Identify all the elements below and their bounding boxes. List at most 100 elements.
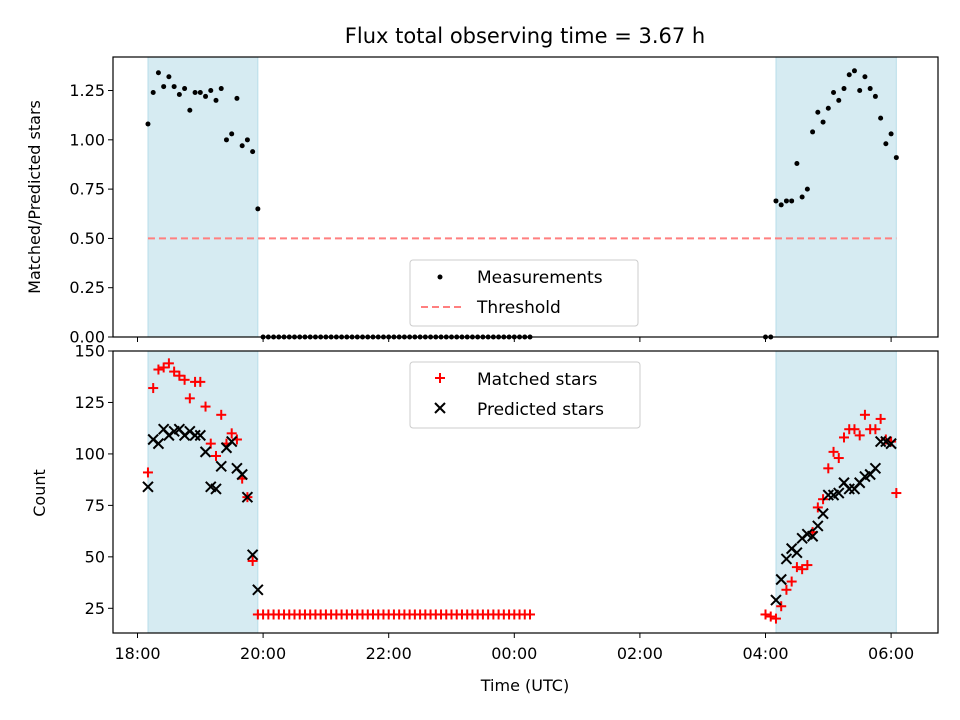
- bottom-panel: 25 50 75 100 125 150 18:00 20:00 22:00 00:00 02:0…: [30, 342, 939, 695]
- matched-star-point: [200, 401, 211, 412]
- measurement-point: [831, 89, 837, 95]
- measurement-point: [893, 155, 899, 161]
- measurement-point: [851, 68, 857, 74]
- legend-measurements-marker: [437, 274, 443, 280]
- predicted-star-point: [843, 483, 855, 495]
- top-ytick-label: 0.25: [69, 278, 105, 297]
- matched-star-point: [163, 358, 174, 369]
- measurement-point: [223, 137, 229, 143]
- bottom-ytick-label: 125: [74, 393, 105, 412]
- shaded-window-2: [775, 56, 897, 338]
- measurement-point: [804, 186, 810, 192]
- matched-star-point: [226, 428, 237, 439]
- bottom-xtick-label: 04:00: [742, 644, 788, 663]
- measurement-point: [239, 143, 245, 149]
- matched-star-point: [770, 613, 781, 624]
- measurement-point: [794, 160, 800, 166]
- matched-star-point: [216, 409, 227, 420]
- top-legend: Measurements Threshold: [409, 259, 639, 327]
- legend-predicted-label: Predicted stars: [477, 400, 604, 420]
- measurement-point: [836, 97, 842, 103]
- matched-star-point: [142, 467, 153, 478]
- matched-star-point: [525, 609, 535, 620]
- matched-star-point: [849, 424, 860, 435]
- matched-star-point: [169, 366, 180, 377]
- measurement-point: [176, 91, 182, 97]
- matched-star-point: [184, 393, 195, 404]
- bottom-xtick-label: 02:00: [617, 644, 663, 663]
- measurement-point: [789, 198, 795, 204]
- predicted-star-point: [241, 491, 254, 503]
- matched-star-point: [195, 376, 206, 387]
- top-ytick-label: 0.75: [69, 180, 105, 199]
- bottom-xtick-label: 22:00: [366, 644, 412, 663]
- matched-star-point: [211, 450, 221, 461]
- top-y-axis-label: Matched/Predicted stars: [25, 100, 44, 294]
- measurement-point: [878, 115, 884, 121]
- predicted-star-point: [236, 468, 248, 481]
- predicted-star-point: [806, 530, 819, 542]
- legend-matched-label: Matched stars: [477, 370, 597, 390]
- legend-threshold-label: Threshold: [476, 298, 561, 318]
- measurement-point: [182, 86, 188, 92]
- bottom-xtick-label: 20:00: [240, 644, 286, 663]
- matched-star-point: [797, 564, 808, 575]
- top-ytick-label: 0.00: [69, 328, 105, 347]
- bottom-ytick-label: 150: [74, 342, 105, 361]
- predicted-star-point: [812, 520, 824, 532]
- predicted-star-point: [194, 429, 207, 442]
- measurement-point: [208, 88, 214, 94]
- measurement-point: [145, 121, 151, 127]
- matched-star-point: [802, 560, 813, 571]
- predicted-star-point: [791, 547, 803, 559]
- predicted-star-point: [822, 489, 835, 501]
- matched-star-point: [153, 364, 164, 375]
- measurement-point: [888, 131, 894, 137]
- measurement-point: [773, 198, 779, 204]
- predicted-star-point: [874, 435, 887, 448]
- predicted-star-point: [775, 573, 787, 586]
- predicted-star-point: [869, 462, 882, 475]
- measurement-point: [192, 89, 198, 95]
- bottom-xtick-label: 00:00: [491, 644, 537, 663]
- bottom-legend-box: [409, 361, 641, 429]
- measurement-point: [857, 88, 863, 94]
- matched-star-point: [854, 430, 865, 441]
- measurement-point: [815, 109, 821, 115]
- top-ytick-label: 1.00: [69, 130, 105, 149]
- measurement-point: [229, 131, 235, 137]
- matched-star-point: [760, 609, 771, 620]
- predicted-star-point: [142, 481, 154, 493]
- measurement-point: [218, 86, 224, 92]
- matched-star-point: [839, 432, 849, 443]
- matched-star-point: [812, 502, 823, 513]
- bottom-panel-frame: [112, 350, 939, 634]
- top-chart-title: Flux total observing time = 3.67 h: [345, 24, 705, 48]
- matched-star-point: [833, 453, 844, 464]
- matched-star-point: [823, 463, 834, 474]
- bottom-ytick-label: 25: [85, 599, 105, 618]
- matched-star-point: [791, 562, 802, 573]
- measurement-point: [213, 97, 219, 103]
- predicted-star-point: [817, 507, 829, 520]
- measurement-point: [810, 129, 816, 135]
- matched-star-point: [765, 611, 776, 622]
- bottom-xtick-label: 18:00: [114, 644, 160, 663]
- measurement-point: [825, 105, 831, 111]
- legend-matched-marker: [435, 373, 445, 383]
- measurement-point: [161, 84, 167, 90]
- measurement-point: [171, 84, 177, 90]
- bottom-ytick-label: 50: [85, 547, 105, 566]
- bottom-xtick-label: 06:00: [868, 644, 914, 663]
- matched-star-point: [148, 383, 159, 394]
- measurement-point: [841, 86, 847, 92]
- measurement-point: [197, 89, 203, 95]
- measurement-point: [846, 72, 852, 78]
- measurement-point: [187, 107, 193, 113]
- top-ytick-label: 0.50: [69, 229, 105, 248]
- bottom-ytick-label: 100: [74, 444, 105, 463]
- predicted-star-point: [780, 553, 793, 565]
- matched-star-point: [875, 413, 886, 424]
- measurement-point: [150, 89, 156, 95]
- measurement-point: [862, 74, 868, 80]
